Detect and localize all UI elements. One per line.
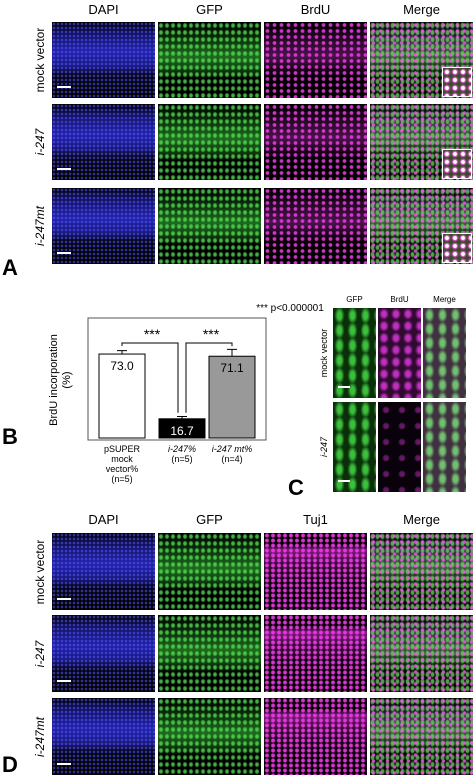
micrograph <box>52 698 155 775</box>
scale-bar <box>338 386 350 388</box>
error-bar <box>117 350 127 355</box>
bracket <box>121 342 179 413</box>
column-header: DAPI <box>88 2 119 17</box>
column-header: Merge <box>433 295 456 304</box>
inset <box>442 149 472 179</box>
panel-label: C <box>288 475 304 500</box>
value-label: 16.7 <box>170 424 194 438</box>
error-bar <box>227 348 237 357</box>
significance: *** <box>144 326 161 342</box>
column-header: BrdU <box>390 295 409 304</box>
value-label: 71.1 <box>220 361 244 375</box>
row-label: i-247mt <box>33 716 47 757</box>
micrograph <box>264 533 367 610</box>
column-header: GFP <box>196 2 223 17</box>
micrograph <box>264 104 367 180</box>
scale-bar <box>57 86 71 88</box>
micrograph <box>264 698 367 775</box>
column-header: Tuj1 <box>303 512 328 527</box>
micrograph <box>378 308 421 398</box>
category-label: i-247% <box>167 444 196 454</box>
bracket <box>185 342 233 413</box>
micrograph <box>264 22 367 98</box>
micrograph <box>370 615 473 692</box>
micrograph <box>52 22 155 98</box>
plot-frame <box>87 317 267 441</box>
micrograph <box>333 308 376 398</box>
micrograph <box>264 615 367 692</box>
micrograph <box>158 533 261 610</box>
panel-label: B <box>2 424 18 449</box>
micrograph <box>370 188 473 264</box>
category-label: i-247 mt% <box>211 444 253 454</box>
column-header: BrdU <box>300 2 331 17</box>
row-label: mock vector <box>33 539 47 604</box>
inset <box>442 67 472 97</box>
scale-bar <box>57 763 71 765</box>
value-label: 73.0 <box>110 359 134 373</box>
inset <box>442 233 472 263</box>
scale-bar <box>57 598 71 600</box>
panel-label: D <box>2 752 18 777</box>
y-axis-label: BrdU incorporation (%) <box>48 334 73 426</box>
sample-size: (n=5) <box>171 454 193 464</box>
column-header: GFP <box>196 512 223 527</box>
micrograph <box>423 402 466 492</box>
micrograph <box>370 698 473 775</box>
row-label: mock vector <box>33 27 47 93</box>
column-header: DAPI <box>88 512 119 527</box>
micrograph <box>264 188 367 264</box>
micrograph <box>158 615 261 692</box>
micrograph <box>158 188 261 264</box>
micrograph <box>52 533 155 610</box>
micrograph <box>52 615 155 692</box>
sample-size: (n=5) <box>111 474 133 484</box>
column-header: GFP <box>346 295 363 304</box>
bar <box>208 355 256 439</box>
micrograph <box>370 533 473 610</box>
micrograph <box>423 308 466 398</box>
scale-bar <box>57 252 71 254</box>
scale-bar <box>338 480 350 482</box>
panel-label: A <box>2 255 18 280</box>
micrograph <box>370 22 473 98</box>
micrograph <box>333 402 376 492</box>
row-label: i-247 <box>319 436 329 458</box>
sample-size: (n=4) <box>221 454 243 464</box>
column-header: Merge <box>403 512 440 527</box>
micrograph <box>52 188 155 264</box>
scale-bar <box>57 168 71 170</box>
micrograph <box>158 22 261 98</box>
row-label: i-247mt <box>33 205 47 247</box>
error-bar <box>177 415 187 419</box>
micrograph <box>52 104 155 180</box>
row-label: i-247 <box>33 640 47 667</box>
row-label: i-247 <box>33 128 47 156</box>
significance: *** <box>203 326 220 342</box>
category-label: pSUPER mock vector% <box>103 444 140 474</box>
micrograph <box>158 698 261 775</box>
annotation: *** p<0.000001 <box>256 303 324 314</box>
micrograph <box>378 402 421 492</box>
row-label: mock vector <box>319 328 329 378</box>
micrograph <box>158 104 261 180</box>
column-header: Merge <box>403 2 440 17</box>
scale-bar <box>57 680 71 682</box>
